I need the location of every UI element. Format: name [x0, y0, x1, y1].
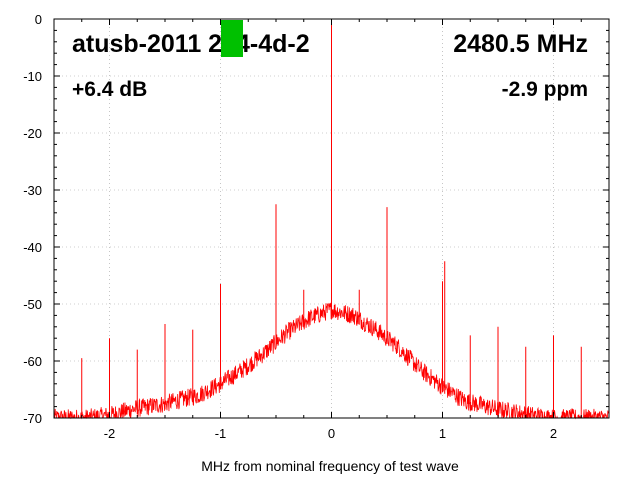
device-title: atusb-2011 214-4d-2: [72, 30, 310, 58]
y-tick-label: -50: [23, 297, 42, 312]
ppm-annotation: -2.9 ppm: [502, 78, 588, 101]
status-marker: [221, 20, 243, 57]
axis-ticks: -2 -1 0 1 20-10-20-30-40-50-60-70: [23, 12, 610, 441]
x-tick-label: 0: [328, 426, 335, 441]
y-tick-label: -30: [23, 183, 42, 198]
y-tick-label: -20: [23, 126, 42, 141]
y-tick-label: -10: [23, 69, 42, 84]
y-tick-label: -70: [23, 411, 42, 426]
x-tick-label: 1: [439, 426, 446, 441]
y-tick-label: -60: [23, 354, 42, 369]
gain-annotation: +6.4 dB: [72, 78, 147, 101]
x-tick-label: -1: [215, 426, 227, 441]
frequency-title: 2480.5 MHz: [453, 30, 588, 58]
x-tick-label: -2: [104, 426, 116, 441]
x-axis-label: MHz from nominal frequency of test wave: [201, 458, 459, 474]
noise-floor-line: [53, 302, 610, 420]
y-tick-label: -40: [23, 240, 42, 255]
x-tick-label: 2: [550, 426, 557, 441]
y-tick-label: 0: [35, 12, 42, 27]
